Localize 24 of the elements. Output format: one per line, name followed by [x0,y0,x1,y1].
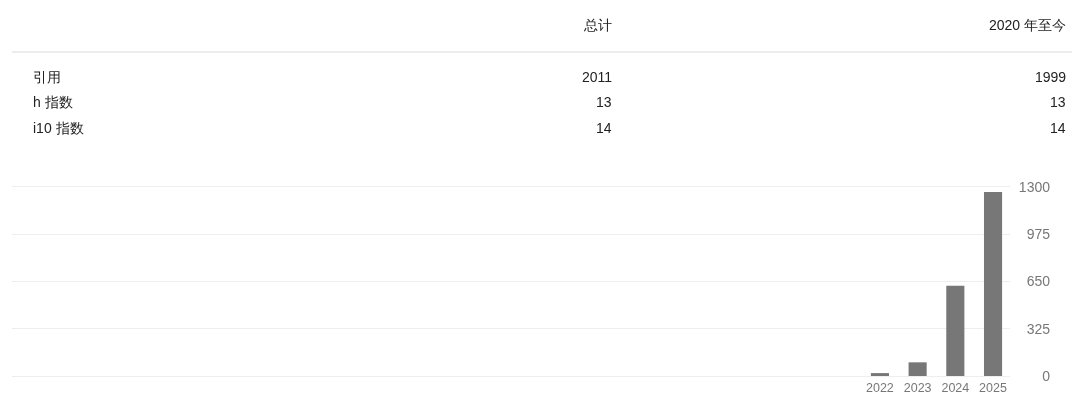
category-label: 总计 [583,17,612,33]
bar [908,362,927,376]
text: 2011 [582,69,613,85]
y-tick-label: 0 [1042,367,1051,384]
x-tick-label: 2024 [941,381,970,395]
y-tick-label: 325 [1026,320,1051,337]
bar [946,285,965,376]
text: 14 [1050,120,1066,136]
y-tick-label: 650 [1026,273,1051,290]
bar [870,373,889,376]
x-tick-label: 2023 [903,381,932,395]
category-label: i10 指数 [33,120,84,136]
text: 14 [596,120,612,136]
x-tick-label: 2022 [866,381,894,395]
bar [983,192,1003,376]
category-label: h 指数 [33,94,73,110]
category-label: 2020 年至今 [989,17,1067,33]
text: 13 [1050,94,1066,110]
category-label: 引用 [33,69,61,85]
x-tick-label: 2025 [979,381,1007,395]
text: 1999 [1035,69,1067,85]
y-tick-label: 975 [1026,226,1051,243]
text: 13 [596,94,612,110]
y-tick-label: 1300 [1018,178,1051,195]
